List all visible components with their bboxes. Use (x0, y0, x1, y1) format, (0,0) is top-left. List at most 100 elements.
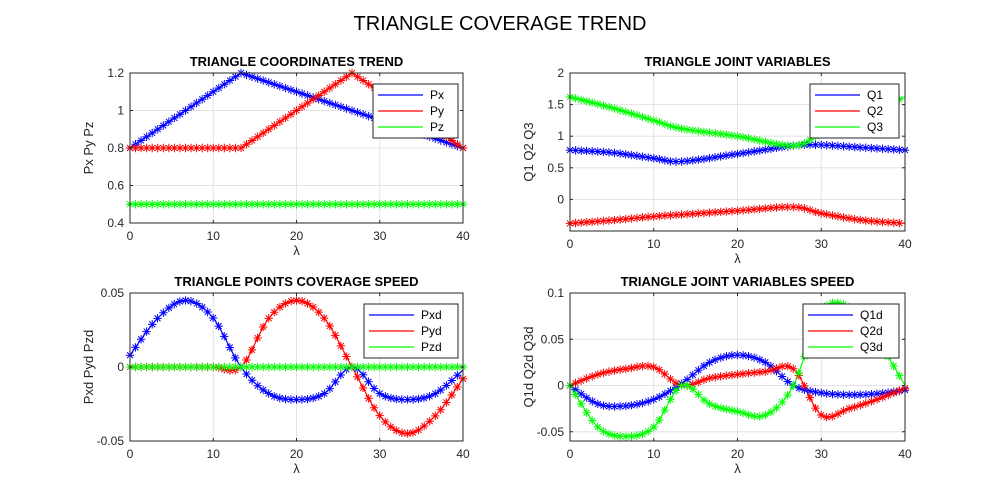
series-marker-q1d (817, 388, 826, 398)
series-marker-py (264, 125, 273, 134)
series-marker-q2d (727, 370, 737, 380)
series-marker-q3d (833, 298, 843, 307)
series-marker-q1d (794, 383, 804, 393)
series-marker-pzd (453, 362, 462, 372)
series-marker-q1 (621, 150, 630, 159)
series-marker-q1 (805, 140, 815, 149)
series-marker-py (336, 76, 346, 85)
series-marker-q3 (755, 136, 764, 145)
series-marker-q2d (761, 367, 770, 376)
chart-title: TRIANGLE JOINT VARIABLES SPEED (621, 274, 855, 289)
series-marker-px (264, 78, 273, 87)
y-tick-label: 0.05 (101, 286, 125, 300)
series-marker-pxd (320, 389, 329, 398)
y-tick-label: 2 (557, 66, 564, 80)
series-marker-pz (153, 200, 162, 209)
series-marker-q2 (577, 218, 586, 227)
series-marker-q1d (783, 377, 792, 386)
series-marker-pzd (286, 362, 296, 372)
series-marker-px (331, 100, 340, 110)
series-marker-pz (436, 200, 445, 209)
series-marker-pzd (136, 362, 146, 372)
series-marker-py (297, 102, 307, 111)
series-marker-q1 (855, 143, 865, 152)
series-marker-py (253, 132, 262, 141)
series-marker-pzd (403, 362, 412, 372)
series-marker-q3 (649, 116, 658, 125)
series-marker-pz (264, 200, 273, 209)
series-marker-q2 (733, 206, 742, 215)
x-tick-label: 40 (456, 229, 470, 243)
series-marker-q2d (738, 369, 748, 379)
series-marker-pxd (186, 296, 196, 306)
series-marker-pz (408, 200, 418, 209)
series-marker-pz (431, 200, 440, 209)
legend-entry-q3d: Q3d (860, 340, 883, 354)
series-marker-pzd (397, 362, 407, 372)
y-tick-label: 0.05 (541, 332, 565, 346)
series-marker-q3d (789, 381, 798, 391)
series-marker-q2 (844, 214, 854, 223)
series-marker-q2 (727, 206, 737, 216)
legend-entry-pzd: Pzd (421, 340, 442, 354)
series-marker-q2d (699, 375, 709, 385)
series-marker-q1 (694, 155, 703, 164)
series-marker-pzd (270, 362, 279, 372)
y-tick-label: 0.1 (547, 286, 564, 300)
y-tick-label: 0 (117, 360, 124, 374)
series-marker-pz (364, 200, 373, 209)
x-axis-label: λ (734, 251, 741, 266)
series-marker-q3 (766, 138, 776, 148)
series-marker-pyd (269, 308, 279, 317)
y-tick-label: -0.05 (537, 425, 565, 439)
series-marker-px (181, 106, 190, 115)
x-axis-label: λ (734, 461, 741, 476)
series-marker-q2d (627, 363, 636, 373)
series-marker-pxd (142, 327, 151, 336)
series-marker-q1d (582, 393, 591, 402)
series-marker-q3 (783, 141, 792, 150)
series-marker-q1 (889, 145, 898, 154)
chart-panel-1: 0 10 20 30 40 0.4 0.6 0.8 1 1.2 TRIANGLE COORDINAT… (81, 54, 470, 258)
series-marker-q1 (666, 157, 675, 166)
series-marker-q3 (643, 114, 653, 123)
y-tick-label: 0 (557, 192, 564, 206)
series-marker-pz (275, 200, 285, 209)
series-marker-pzd (414, 362, 423, 372)
series-marker-q3 (705, 128, 714, 137)
series-marker-q3d (761, 410, 770, 420)
series-marker-q2d (839, 406, 848, 416)
series-marker-q1d (716, 353, 726, 362)
series-marker-pxd (281, 394, 290, 404)
y-tick-label: 0.8 (107, 141, 124, 155)
y-axis-label: Q1d Q2d Q3d (521, 327, 536, 408)
legend-entry-q3: Q3 (867, 120, 883, 134)
series-marker-py (153, 143, 162, 153)
series-marker-q1 (883, 144, 893, 154)
series-marker-pz (320, 200, 329, 209)
y-axis-label: Q1 Q2 Q3 (521, 122, 536, 181)
series-marker-q3d (783, 390, 792, 400)
series-marker-pzd (447, 362, 457, 372)
series-marker-pzd (347, 362, 357, 372)
series-marker-q1 (610, 148, 619, 158)
series-marker-q1d (688, 370, 697, 380)
series-marker-q1 (577, 146, 586, 155)
series-marker-pz (336, 200, 346, 209)
series-marker-pyd (364, 394, 373, 403)
series-marker-q3d (794, 368, 803, 378)
series-marker-pzd (170, 362, 179, 372)
series-marker-q1d (845, 390, 854, 400)
series-marker-pz (242, 200, 251, 209)
series-marker-pz (397, 200, 407, 209)
series-marker-pxd (336, 370, 345, 380)
x-tick-label: 10 (207, 447, 221, 461)
series-marker-q2 (744, 205, 753, 215)
series-marker-pxd (153, 314, 162, 323)
series-marker-pyd (308, 302, 318, 312)
series-marker-px (325, 98, 334, 108)
series-marker-px (353, 108, 362, 117)
series-marker-q1d (699, 361, 709, 371)
series-marker-pxd (297, 395, 307, 404)
legend-entry-q1: Q1 (867, 88, 883, 102)
